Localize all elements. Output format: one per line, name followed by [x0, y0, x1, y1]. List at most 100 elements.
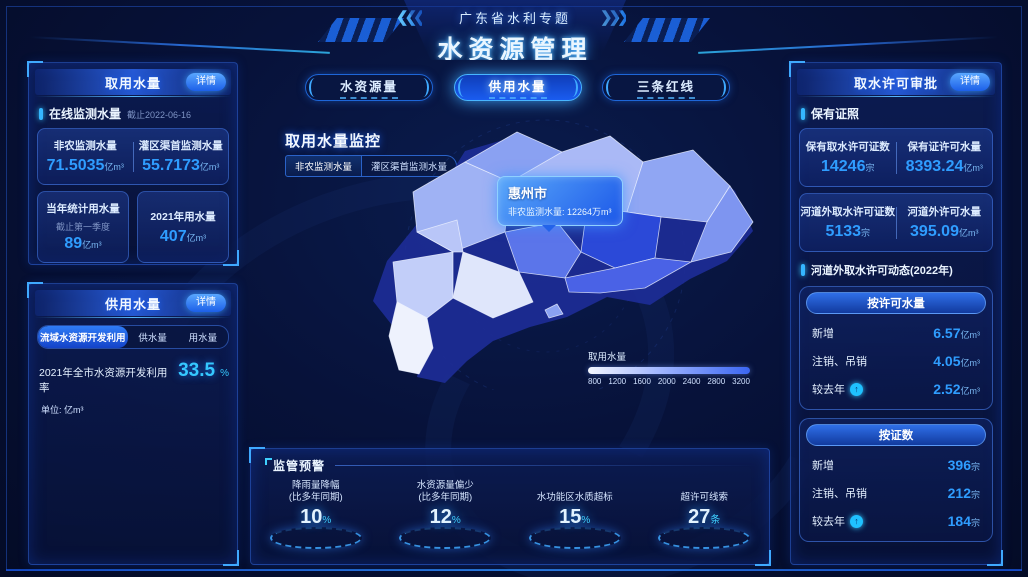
tab-use-volume[interactable]: 用水量: [188, 333, 218, 344]
value-number: 5133: [825, 223, 862, 240]
online-monitor-section: 在线监测水量 截止2022-06-16: [39, 105, 227, 122]
card-unit: 亿m³: [186, 232, 207, 243]
header-subtitle: 广东省水利专题: [458, 11, 571, 26]
dashed-ring-icon: [269, 527, 362, 549]
panel-title: 供用水量: [104, 296, 161, 312]
value-unit: 亿m³: [958, 228, 979, 238]
scale-ticks: 800 1200 1600 2000 2400 2800 3200: [588, 377, 750, 386]
canal-monitor-value: 灌区渠首监测水量 55.7173亿m³: [134, 138, 229, 175]
value-number: 8393.24: [905, 158, 964, 175]
value-label: 河道外许可水量: [907, 206, 982, 218]
nonfarm-monitor-value: 非农监测水量 71.5035亿m³: [38, 138, 133, 175]
warning-unit: %: [451, 515, 461, 526]
tooltip-label: 非农监测水量:: [508, 207, 568, 217]
current-year-usage-card: 当年统计用水量 截止第一季度 89亿m³: [37, 191, 129, 263]
row-cancelled: 注销、吊销 4.05亿m³: [800, 347, 992, 375]
warning-sublabel: (比多年同期): [418, 492, 473, 504]
row-label: 新增: [812, 460, 834, 472]
held-license-card: 保有取水许可证数 14246宗 保有证许可水量 8393.24亿m³: [799, 128, 993, 187]
tab-supply-volume[interactable]: 供水量: [138, 333, 167, 344]
warning-value: 15: [559, 506, 582, 528]
row-label: 较去年: [812, 384, 845, 396]
water-intake-panel-header: 取用水量 详情: [35, 69, 231, 97]
permit-detail-button[interactable]: 详情: [950, 73, 990, 91]
supply-use-tabs: 流域水资源开发利用 供水量 用水量: [37, 325, 229, 349]
tab-label: 三条红线: [636, 80, 695, 94]
held-licenses-section: 保有证照: [801, 105, 991, 122]
title-banner: 广东省水利专题 水资源管理: [404, 0, 626, 60]
last-year-usage-card: 2021年用水量 407亿m³: [137, 191, 229, 263]
row-cancelled: 注销、吊销 212宗: [800, 479, 992, 507]
row-unit: 亿m³: [960, 386, 981, 396]
warning-sublabel: (比多年同期): [288, 492, 343, 504]
card-number: 89: [64, 235, 83, 252]
section-label: 保有证照: [811, 107, 860, 121]
dashed-ring-icon: [658, 527, 751, 549]
row-label: 较去年: [812, 516, 845, 528]
row-unit: 亿m³: [960, 358, 981, 368]
rate-label: 2021年全市水资源开发利用率: [39, 367, 168, 394]
row-value: 4.05: [933, 353, 961, 369]
scale-gradient-bar: [588, 367, 750, 374]
value-number: 14246: [820, 158, 866, 175]
supply-use-detail-button[interactable]: 详情: [186, 294, 226, 312]
up-arrow-icon: ↑: [850, 514, 863, 528]
guangdong-map[interactable]: [295, 100, 775, 401]
value-label: 河道外取水许可证数: [800, 206, 896, 218]
map-tooltip: 惠州市 非农监测水量: 12264万m³: [497, 176, 623, 232]
by-count-subpanel: 按证数 新增 396宗 注销、吊销 212宗 较去年 ↑ 184宗: [799, 418, 993, 542]
warning-label: 降雨量降幅: [291, 480, 340, 492]
water-intake-detail-button[interactable]: 详情: [186, 73, 226, 91]
rate-unit: %: [220, 368, 229, 379]
header-stripes-right-icon: [624, 18, 710, 42]
warning-panel: 监管预警 降雨量降幅 (比多年同期) 10% 水资源量偏少 (比多年同期) 12% …: [249, 447, 771, 566]
warning-item-overpermit: 超许可线索 27条: [640, 480, 770, 549]
card-number: 407: [159, 227, 187, 245]
header-stripes-left-icon: [318, 18, 404, 42]
card-note: 截止第一季度: [55, 222, 110, 232]
permit-panel: 取水许可审批 详情 保有证照 保有取水许可证数 14246宗 保有证许可水量 8…: [789, 61, 1003, 566]
warning-item-rainfall: 降雨量降幅 (比多年同期) 10%: [251, 480, 381, 549]
divider: [335, 465, 757, 466]
tab-three-red-lines[interactable]: 三条红线: [602, 74, 730, 101]
card-label: 当年统计用水量: [46, 203, 120, 215]
row-new: 新增 396宗: [800, 451, 992, 479]
utilization-rate: 2021年全市水资源开发利用率 33.5 %: [39, 360, 229, 395]
tab-basin-utilization[interactable]: 流域水资源开发利用: [38, 326, 128, 348]
out-channel-license-card: 河道外取水许可证数 5133宗 河道外许可水量 395.09亿m³: [799, 193, 993, 252]
subpanel-title: 按许可水量: [806, 292, 986, 314]
by-volume-subpanel: 按许可水量 新增 6.57亿m³ 注销、吊销 4.05亿m³ 较去年 ↑ 2.52…: [799, 286, 993, 410]
tab-water-resources[interactable]: 水资源量: [305, 74, 433, 101]
divider: [895, 206, 897, 239]
warning-label: 水资源量偏少: [416, 480, 474, 492]
section-note: 截止2022-06-16: [127, 110, 192, 120]
warning-value: 27: [688, 506, 711, 528]
row-label: 新增: [812, 328, 834, 340]
divider: [895, 141, 897, 174]
divider: [132, 141, 134, 172]
center-nav: 水资源量 供用水量 三条红线: [305, 74, 730, 101]
tab-supply-use[interactable]: 供用水量: [453, 74, 582, 101]
card-label: 2021年用水量: [150, 210, 216, 223]
subpanel-title: 按证数: [806, 424, 986, 446]
row-value: 212: [947, 485, 971, 501]
value-label: 灌区渠首监测水量: [138, 140, 223, 152]
warning-item-resource: 水资源量偏少 (比多年同期) 12%: [381, 480, 511, 549]
up-arrow-icon: ↑: [850, 382, 863, 396]
chip-nonfarm-monitor[interactable]: 非农监测水量: [285, 155, 363, 177]
header-line-right: [698, 36, 998, 54]
value-label: 保有证许可水量: [907, 141, 982, 153]
warning-value: 10: [300, 506, 323, 528]
water-intake-panel: 取用水量 详情 在线监测水量 截止2022-06-16 非农监测水量 71.50…: [27, 61, 239, 266]
row-unit: 宗: [970, 518, 980, 528]
chart-unit-label: 单位: 亿m³: [41, 405, 84, 415]
tooltip-city: 惠州市: [508, 186, 548, 201]
row-value: 6.57: [933, 325, 961, 341]
map-color-scale: 取用水量 800 1200 1600 2000 2400 2800 3200: [588, 349, 750, 386]
row-vs-lastyear: 较去年 ↑ 184宗: [800, 507, 992, 535]
supply-use-panel-header: 供用水量 详情: [35, 290, 231, 318]
panel-title: 取用水量: [104, 75, 161, 91]
section-marker-icon: [801, 107, 805, 120]
row-value: 396: [947, 457, 971, 473]
section-marker-icon: [801, 264, 805, 276]
